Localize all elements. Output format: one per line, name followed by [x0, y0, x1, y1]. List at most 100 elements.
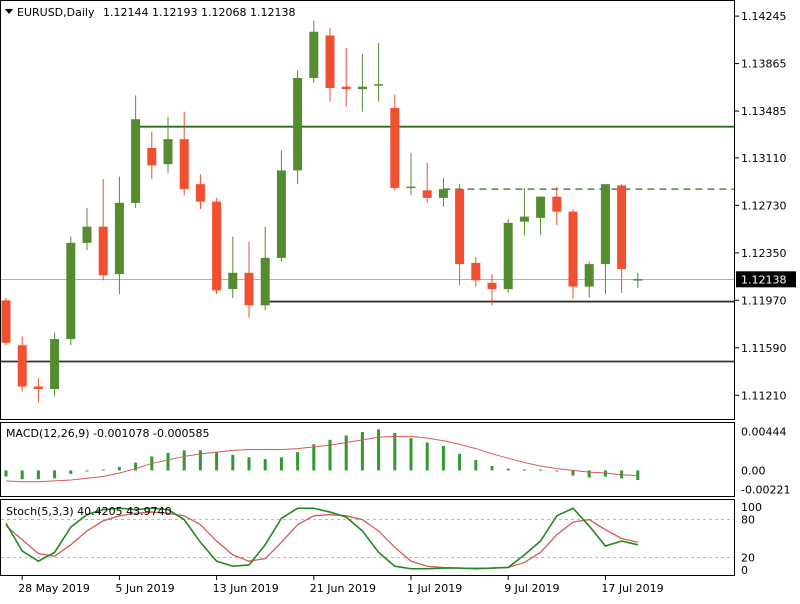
candle	[179, 111, 189, 196]
candle	[195, 174, 205, 210]
candle-body	[33, 386, 43, 390]
candle-body	[341, 86, 351, 90]
macd-tick-label: 0.00	[741, 464, 766, 477]
candle	[50, 332, 60, 397]
price-tick-label: 1.14245	[741, 10, 787, 23]
candle-body	[244, 272, 254, 306]
dropdown-triangle-icon[interactable]	[5, 9, 13, 14]
macd-bar	[393, 432, 397, 471]
macd-label: MACD(12,26,9) -0.001078 -0.000585	[6, 427, 209, 440]
macd-bar	[279, 457, 283, 471]
candle-body	[212, 201, 222, 291]
candle	[66, 236, 76, 346]
candle	[276, 150, 286, 262]
candle	[422, 162, 432, 203]
macd-tick-label: 0.00444	[741, 426, 787, 439]
candle-body	[309, 31, 319, 78]
macd-bar	[85, 470, 89, 472]
macd-tick-label: -0.00221	[741, 484, 790, 497]
candle	[98, 179, 108, 281]
macd-bar	[247, 457, 251, 471]
macd-panel	[0, 422, 735, 497]
time-tick-label: 5 Jun 2019	[115, 582, 174, 595]
candle	[260, 226, 270, 311]
stoch-series	[1, 507, 734, 570]
candle-body	[455, 189, 465, 265]
candle	[82, 207, 92, 251]
candle-body	[406, 186, 416, 189]
candle-body	[374, 84, 384, 86]
candle	[374, 42, 384, 102]
candle	[633, 272, 643, 288]
macd-bar	[490, 466, 494, 471]
macd-bar	[198, 450, 202, 471]
price-tick-label: 1.13865	[741, 58, 787, 71]
macd-bar	[377, 429, 381, 471]
price-axis-bg	[735, 0, 800, 600]
candle	[325, 27, 335, 102]
candle-body	[17, 345, 27, 387]
candle	[147, 131, 157, 180]
candle-body	[50, 339, 60, 390]
candle-body	[438, 189, 448, 198]
macd-bar	[539, 469, 543, 471]
current-price-label: 1.12138	[741, 273, 787, 286]
macd-bar	[360, 431, 364, 471]
macd-bar	[117, 466, 121, 471]
macd-bar	[312, 444, 316, 471]
candle	[390, 94, 400, 191]
stoch-tick-label: 0	[741, 564, 748, 577]
candle-body	[519, 216, 529, 222]
macd-bar	[20, 470, 24, 480]
macd-bar	[522, 469, 526, 471]
candle	[406, 152, 416, 196]
candle	[228, 236, 238, 298]
candle-body	[390, 107, 400, 188]
price-tick-label: 1.12350	[741, 247, 787, 260]
macd-bar	[441, 445, 445, 471]
candle	[503, 219, 513, 293]
candle-body	[131, 119, 141, 203]
price-tick-label: 1.11590	[741, 342, 787, 355]
candle	[568, 209, 578, 300]
candle-body	[471, 262, 481, 281]
candle	[617, 184, 627, 293]
candle	[471, 256, 481, 287]
macd-bar	[474, 459, 478, 471]
candle	[600, 184, 610, 295]
macd-bar	[328, 439, 332, 471]
candle-body	[325, 35, 335, 88]
price-tick-label: 1.13485	[741, 105, 787, 118]
candle	[536, 196, 546, 236]
candle-body	[179, 139, 189, 190]
macd-bar	[409, 438, 413, 471]
macd-bar	[215, 452, 219, 471]
candle	[163, 116, 173, 173]
candle-body	[228, 272, 238, 290]
macd-bar	[69, 470, 73, 474]
macd-bar	[555, 470, 559, 472]
macd-bar	[182, 450, 186, 471]
macd-bar	[263, 459, 267, 471]
candle	[438, 177, 448, 207]
candles	[1, 20, 643, 403]
candle-body	[600, 184, 610, 265]
time-tick-label: 13 Jun 2019	[213, 582, 279, 595]
macd-series	[4, 429, 640, 483]
candle-body	[66, 242, 76, 340]
candle	[244, 241, 254, 318]
stoch-tick-label: 20	[741, 551, 755, 564]
ohlc-values: 1.12144 1.12193 1.12068 1.12138	[103, 6, 295, 19]
time-tick-label: 1 Jul 2019	[407, 582, 462, 595]
macd-bar	[506, 468, 510, 471]
candle	[519, 187, 529, 236]
candle-body	[98, 226, 108, 276]
candle	[114, 176, 124, 295]
level-lines	[1, 125, 734, 363]
candle-body	[357, 86, 367, 90]
candle-body	[503, 222, 513, 290]
price-tick-label: 1.12730	[741, 199, 787, 212]
stoch-tick-label: 80	[741, 514, 755, 527]
